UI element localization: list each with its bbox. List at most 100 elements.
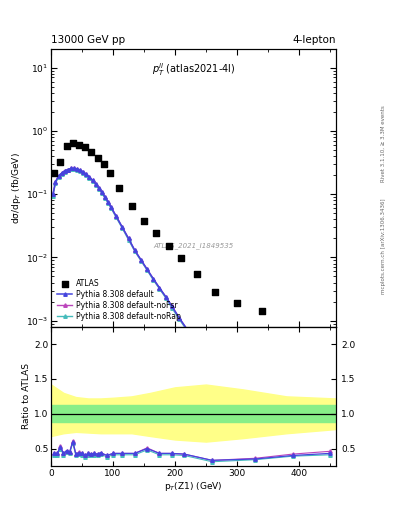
Pythia 8.308 default bbox=[120, 224, 125, 230]
Pythia 8.308 default-noFsr bbox=[266, 402, 270, 409]
Pythia 8.308 default-noFsr bbox=[106, 199, 110, 205]
Pythia 8.308 default-noRap bbox=[197, 343, 202, 349]
Pythia 8.308 default-noRap bbox=[163, 295, 168, 301]
Pythia 8.308 default-noRap bbox=[78, 168, 83, 174]
Pythia 8.308 default-noRap bbox=[290, 420, 295, 426]
Pythia 8.308 default bbox=[62, 167, 67, 174]
Pythia 8.308 default bbox=[99, 189, 104, 196]
Line: Pythia 8.308 default-noFsr: Pythia 8.308 default-noFsr bbox=[51, 167, 325, 447]
Pythia 8.308 default bbox=[169, 303, 174, 309]
Pythia 8.308 default-noFsr bbox=[126, 236, 131, 242]
Pythia 8.308 default-noRap bbox=[56, 174, 61, 180]
Pythia 8.308 default-noRap bbox=[126, 237, 131, 243]
Pythia 8.308 default-noFsr bbox=[75, 166, 79, 172]
ATLAS bbox=[94, 154, 101, 162]
Pythia 8.308 default-noFsr bbox=[62, 167, 67, 174]
Line: Pythia 8.308 default-noRap: Pythia 8.308 default-noRap bbox=[51, 167, 325, 447]
ATLAS bbox=[63, 142, 70, 151]
Pythia 8.308 default-noFsr bbox=[51, 191, 55, 197]
Pythia 8.308 default bbox=[157, 285, 162, 291]
Pythia 8.308 default-noFsr bbox=[96, 185, 101, 191]
Pythia 8.308 default-noFsr bbox=[197, 342, 202, 348]
ATLAS bbox=[107, 168, 113, 177]
ATLAS bbox=[82, 143, 88, 152]
Pythia 8.308 default bbox=[93, 181, 98, 187]
Pythia 8.308 default-noRap bbox=[145, 267, 149, 273]
Pythia 8.308 default-noFsr bbox=[290, 419, 295, 425]
Pythia 8.308 default-noFsr bbox=[225, 370, 230, 376]
Pythia 8.308 default bbox=[72, 165, 76, 172]
Pythia 8.308 default-noFsr bbox=[103, 194, 107, 200]
Pythia 8.308 default bbox=[84, 172, 89, 178]
Pythia 8.308 default-noFsr bbox=[321, 443, 326, 449]
Pythia 8.308 default-noRap bbox=[157, 286, 162, 292]
Pythia 8.308 default-noFsr bbox=[87, 174, 92, 180]
Pythia 8.308 default-noRap bbox=[177, 316, 182, 323]
Pythia 8.308 default-noFsr bbox=[109, 204, 114, 210]
Pythia 8.308 default bbox=[244, 386, 248, 392]
ATLAS bbox=[101, 160, 107, 168]
Pythia 8.308 default bbox=[266, 402, 270, 409]
Pythia 8.308 default-noFsr bbox=[66, 166, 70, 173]
Pythia 8.308 default-noFsr bbox=[93, 181, 98, 187]
Pythia 8.308 default-noFsr bbox=[114, 213, 118, 219]
Y-axis label: dσ/dp$_T$ (fb/GeV): dσ/dp$_T$ (fb/GeV) bbox=[10, 152, 23, 224]
ATLAS bbox=[178, 254, 184, 262]
Pythia 8.308 default-noRap bbox=[96, 186, 101, 192]
Pythia 8.308 default bbox=[210, 355, 215, 361]
Pythia 8.308 default bbox=[96, 185, 101, 191]
Pythia 8.308 default bbox=[51, 191, 55, 197]
Pythia 8.308 default-noFsr bbox=[120, 224, 125, 230]
Pythia 8.308 default bbox=[225, 370, 230, 376]
Text: $p_T^{ll}$ (atlas2021-4l): $p_T^{ll}$ (atlas2021-4l) bbox=[152, 61, 235, 78]
Pythia 8.308 default-noRap bbox=[244, 387, 248, 393]
Pythia 8.308 default-noFsr bbox=[99, 189, 104, 196]
Pythia 8.308 default bbox=[81, 169, 86, 175]
Pythia 8.308 default-noFsr bbox=[139, 257, 143, 263]
Pythia 8.308 default-noFsr bbox=[210, 355, 215, 361]
Pythia 8.308 default bbox=[90, 177, 95, 183]
Pythia 8.308 default-noRap bbox=[81, 169, 86, 176]
Pythia 8.308 default-noFsr bbox=[56, 173, 61, 179]
Pythia 8.308 default-noRap bbox=[90, 178, 95, 184]
Pythia 8.308 default-noRap bbox=[169, 305, 174, 311]
Pythia 8.308 default bbox=[114, 213, 118, 219]
ATLAS bbox=[141, 217, 147, 225]
ATLAS bbox=[290, 353, 296, 361]
Pythia 8.308 default-noRap bbox=[139, 258, 143, 264]
ATLAS bbox=[234, 299, 240, 307]
Pythia 8.308 default-noRap bbox=[53, 180, 58, 186]
ATLAS bbox=[129, 202, 135, 210]
Pythia 8.308 default bbox=[126, 236, 131, 242]
Pythia 8.308 default-noRap bbox=[114, 215, 118, 221]
Pythia 8.308 default bbox=[106, 199, 110, 205]
Pythia 8.308 default bbox=[290, 419, 295, 425]
Pythia 8.308 default-noRap bbox=[72, 166, 76, 173]
Pythia 8.308 default-noFsr bbox=[151, 275, 156, 282]
Pythia 8.308 default bbox=[109, 204, 114, 210]
Pythia 8.308 default-noFsr bbox=[185, 327, 190, 333]
Pythia 8.308 default-noRap bbox=[99, 190, 104, 197]
Text: 4-lepton: 4-lepton bbox=[292, 35, 336, 45]
Pythia 8.308 default-noFsr bbox=[244, 386, 248, 392]
ATLAS bbox=[88, 147, 94, 156]
Pythia 8.308 default-noRap bbox=[109, 205, 114, 211]
Legend: ATLAS, Pythia 8.308 default, Pythia 8.308 default-noFsr, Pythia 8.308 default-no: ATLAS, Pythia 8.308 default, Pythia 8.30… bbox=[55, 276, 183, 323]
Pythia 8.308 default-noRap bbox=[66, 167, 70, 174]
Pythia 8.308 default bbox=[66, 166, 70, 173]
Text: 13000 GeV pp: 13000 GeV pp bbox=[51, 35, 125, 45]
ATLAS bbox=[116, 184, 122, 192]
Pythia 8.308 default-noRap bbox=[321, 443, 326, 449]
Pythia 8.308 default-noRap bbox=[103, 195, 107, 201]
Pythia 8.308 default bbox=[68, 165, 73, 172]
Pythia 8.308 default-noRap bbox=[210, 356, 215, 362]
Pythia 8.308 default bbox=[59, 170, 64, 176]
Pythia 8.308 default-noRap bbox=[51, 193, 55, 199]
ATLAS bbox=[57, 158, 64, 166]
ATLAS bbox=[259, 307, 265, 315]
Pythia 8.308 default bbox=[139, 257, 143, 263]
Pythia 8.308 default-noRap bbox=[266, 403, 270, 410]
Pythia 8.308 default bbox=[177, 315, 182, 321]
Pythia 8.308 default bbox=[197, 342, 202, 348]
Pythia 8.308 default bbox=[103, 194, 107, 200]
